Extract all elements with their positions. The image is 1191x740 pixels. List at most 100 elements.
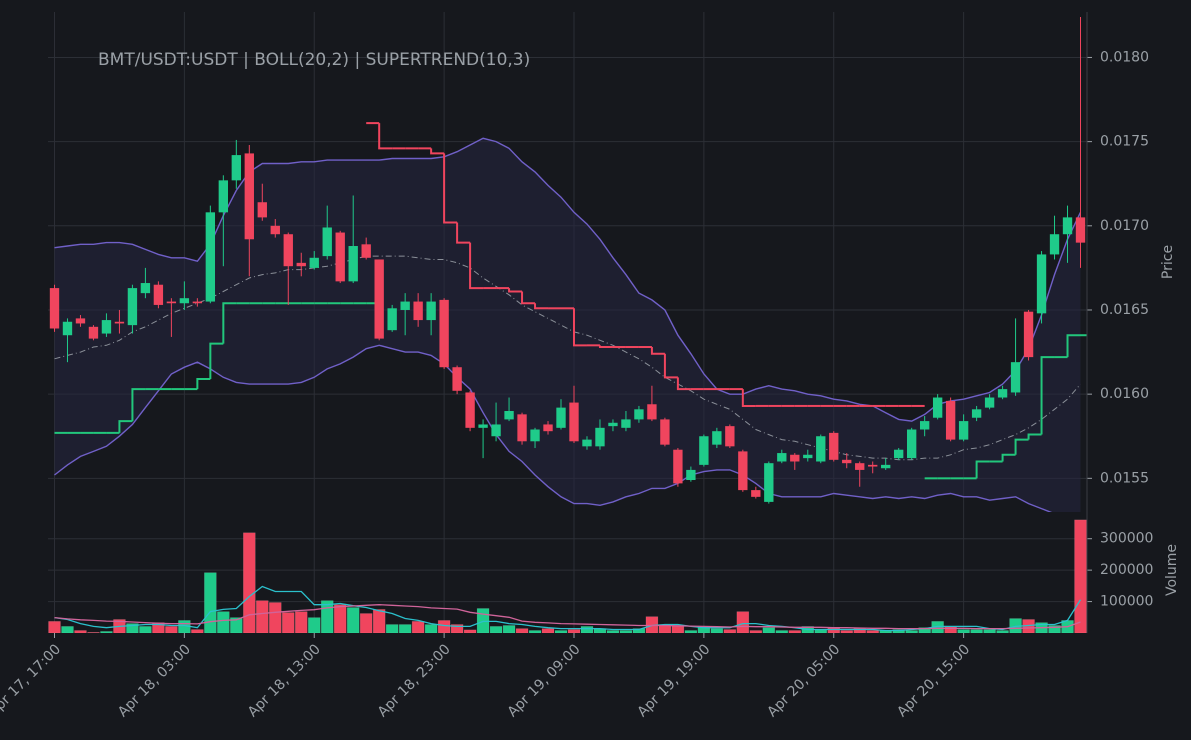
supertrend-down bbox=[676, 377, 691, 391]
candle-body bbox=[244, 153, 254, 240]
candle-body bbox=[582, 439, 592, 447]
candle-body bbox=[855, 463, 865, 470]
volume-bar bbox=[87, 632, 100, 633]
candle-body bbox=[971, 409, 982, 418]
candle-body bbox=[569, 402, 579, 442]
volume-bar bbox=[710, 628, 724, 633]
y-axis-label: Price bbox=[1160, 245, 1176, 279]
candle-body bbox=[764, 463, 774, 502]
volume-bar bbox=[606, 630, 620, 633]
volume-bar bbox=[463, 629, 477, 633]
volume-bar bbox=[372, 609, 386, 633]
supertrend-down bbox=[508, 288, 523, 293]
supertrend-down bbox=[443, 153, 458, 224]
candle-body bbox=[932, 397, 943, 418]
candle-body bbox=[725, 426, 735, 447]
supertrend-up bbox=[1027, 433, 1042, 440]
candle-body bbox=[127, 288, 138, 326]
candle-body bbox=[296, 262, 306, 267]
candle-body bbox=[322, 227, 332, 257]
volume-bar bbox=[892, 629, 905, 633]
candle-body bbox=[634, 409, 644, 420]
candle-body bbox=[530, 429, 540, 442]
volume-bar bbox=[723, 629, 737, 633]
volume-bar bbox=[126, 623, 139, 633]
candle-body bbox=[1049, 234, 1060, 255]
y-tick-label: 0.0155 bbox=[1100, 470, 1149, 486]
volume-bar bbox=[359, 613, 373, 633]
volume-bar bbox=[658, 625, 672, 633]
candle-body bbox=[984, 397, 995, 408]
volume-bar bbox=[424, 624, 438, 633]
candle-body bbox=[919, 421, 930, 430]
supertrend-down bbox=[663, 353, 678, 379]
volume-bar bbox=[152, 622, 165, 633]
candle-body bbox=[166, 301, 177, 304]
volume-bar bbox=[983, 629, 996, 633]
volume-bar bbox=[970, 629, 983, 633]
volume-bar bbox=[502, 625, 516, 633]
candle-body bbox=[62, 321, 73, 336]
candle-body bbox=[465, 392, 475, 428]
bollinger-fill bbox=[54, 138, 1081, 512]
supertrend-up bbox=[1040, 356, 1055, 435]
volume-bar bbox=[528, 630, 542, 633]
supertrend-up bbox=[975, 460, 990, 479]
candle-body bbox=[257, 202, 267, 218]
volume-bar bbox=[165, 626, 178, 633]
volume-bar bbox=[307, 617, 321, 633]
volume-bar bbox=[918, 627, 931, 633]
candle-body bbox=[751, 490, 761, 497]
volume-bar bbox=[217, 611, 230, 633]
volume-bar bbox=[437, 620, 451, 633]
candle-body bbox=[829, 432, 839, 460]
candle-body bbox=[699, 436, 709, 465]
candle-body bbox=[673, 449, 683, 484]
supertrend-down bbox=[456, 222, 471, 244]
candle-body bbox=[49, 288, 60, 329]
candle-body bbox=[543, 424, 553, 432]
y-tick-label: 0.0175 bbox=[1100, 134, 1149, 150]
volume-bar bbox=[905, 630, 918, 633]
candle-body bbox=[374, 259, 384, 339]
candle-body bbox=[647, 404, 657, 420]
volume-bar bbox=[554, 630, 568, 633]
candle-body bbox=[140, 283, 151, 294]
candle-body bbox=[101, 320, 112, 334]
bollinger-lower bbox=[54, 344, 1053, 512]
y-tick-label: 300000 bbox=[1100, 531, 1153, 547]
volume-bar bbox=[788, 630, 802, 633]
volume-ma bbox=[54, 585, 1082, 632]
candle-body bbox=[556, 407, 566, 428]
candle-body bbox=[686, 469, 696, 481]
candle-body bbox=[660, 419, 670, 445]
volume-bar bbox=[385, 624, 399, 633]
candle-body bbox=[361, 244, 371, 258]
volume-bar bbox=[256, 600, 269, 633]
candle-body bbox=[452, 367, 462, 391]
volume-bar bbox=[567, 629, 581, 633]
volume-bar bbox=[100, 631, 113, 633]
candle-body bbox=[335, 232, 345, 282]
candle-body bbox=[478, 424, 488, 428]
volume-bar bbox=[957, 629, 970, 633]
candle-body bbox=[270, 225, 280, 235]
volume-bar bbox=[996, 630, 1009, 633]
candle-body bbox=[426, 301, 436, 321]
candle-body bbox=[153, 284, 164, 305]
volume-bar bbox=[541, 628, 555, 633]
candle-body bbox=[179, 298, 190, 304]
supertrend-up bbox=[118, 420, 133, 433]
volume-bar bbox=[671, 625, 685, 633]
candle-body bbox=[894, 449, 904, 459]
volume-bar bbox=[736, 611, 750, 633]
candle-body bbox=[192, 301, 203, 304]
volume-bar bbox=[840, 630, 854, 633]
candle-body bbox=[842, 459, 852, 464]
candle-body bbox=[738, 451, 748, 491]
supertrend-down bbox=[741, 389, 756, 407]
volume-bar bbox=[74, 630, 87, 633]
volume-bar bbox=[398, 624, 412, 633]
volume-bar bbox=[243, 532, 256, 633]
volume-bar bbox=[684, 630, 698, 633]
